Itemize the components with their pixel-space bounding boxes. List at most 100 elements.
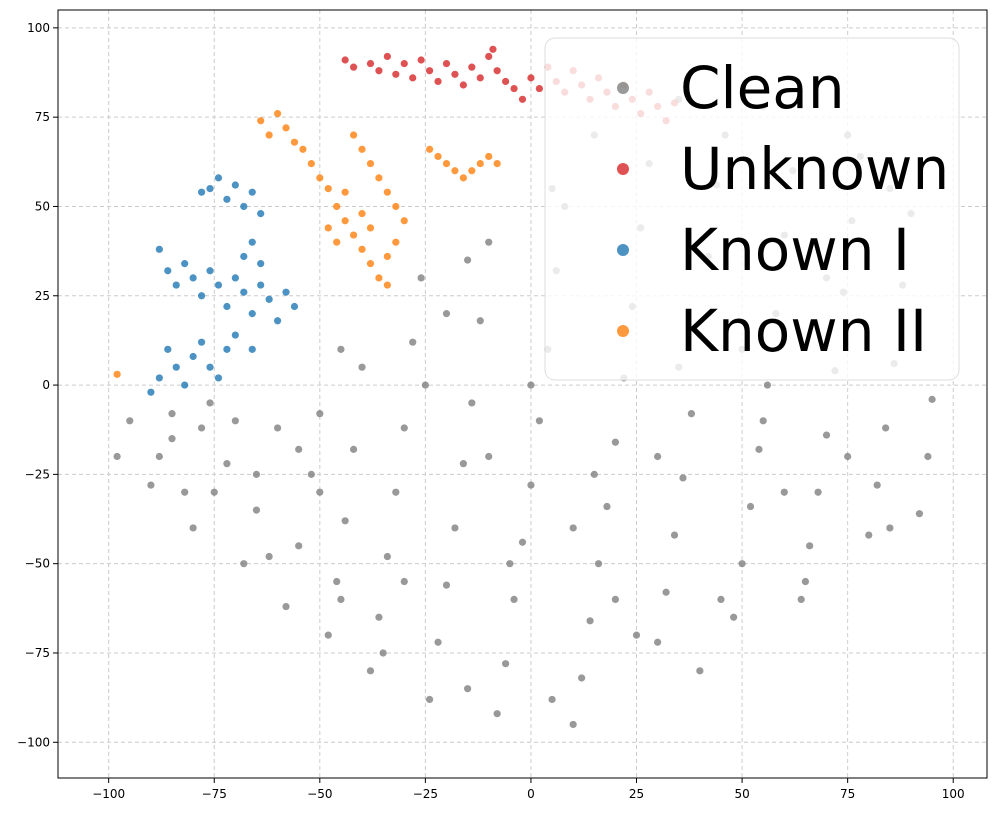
y-tick-label: −50 bbox=[25, 557, 50, 571]
data-point bbox=[763, 381, 772, 389]
data-point bbox=[341, 217, 349, 225]
data-point bbox=[337, 345, 345, 353]
data-point bbox=[518, 538, 527, 546]
data-point bbox=[459, 81, 467, 89]
data-point bbox=[485, 238, 493, 246]
data-point bbox=[375, 174, 383, 182]
data-point bbox=[290, 302, 299, 311]
x-tick-label: 75 bbox=[840, 787, 855, 801]
data-point bbox=[257, 260, 265, 268]
data-point bbox=[240, 560, 248, 568]
legend-marker bbox=[617, 163, 629, 175]
legend: Clean Unknown Known I Known II bbox=[544, 37, 960, 381]
data-point bbox=[333, 202, 341, 211]
data-point bbox=[273, 424, 282, 432]
data-point bbox=[252, 506, 261, 514]
data-point bbox=[164, 267, 172, 275]
data-point bbox=[527, 74, 535, 82]
y-tick-label: −100 bbox=[17, 735, 50, 749]
x-tick-label: 0 bbox=[527, 787, 535, 801]
data-point bbox=[459, 174, 467, 182]
data-point bbox=[214, 174, 223, 182]
data-point bbox=[400, 424, 408, 432]
data-point bbox=[307, 160, 315, 168]
x-tick-label: −50 bbox=[307, 787, 332, 801]
data-point bbox=[375, 613, 383, 621]
data-point bbox=[282, 602, 290, 611]
data-point bbox=[797, 595, 805, 603]
data-point bbox=[527, 481, 535, 489]
data-point bbox=[349, 445, 358, 453]
data-point bbox=[594, 560, 603, 568]
data-point bbox=[814, 488, 822, 496]
data-point bbox=[434, 77, 442, 86]
data-point bbox=[206, 399, 214, 407]
data-point bbox=[590, 470, 598, 478]
legend-label: Clean bbox=[680, 54, 845, 122]
data-point bbox=[197, 292, 206, 300]
data-point bbox=[759, 417, 767, 425]
data-point bbox=[366, 59, 375, 68]
data-point bbox=[257, 210, 265, 218]
data-point bbox=[164, 345, 172, 353]
data-point bbox=[366, 224, 375, 232]
data-point bbox=[197, 338, 206, 346]
data-point bbox=[189, 274, 197, 282]
legend-marker bbox=[617, 244, 629, 256]
data-point bbox=[240, 202, 248, 211]
x-tick-label: −100 bbox=[92, 787, 125, 801]
data-point bbox=[755, 445, 763, 453]
data-point bbox=[400, 217, 408, 225]
y-tick-label: −25 bbox=[25, 467, 50, 481]
data-point bbox=[358, 145, 366, 153]
data-point bbox=[915, 510, 924, 518]
x-tick-label: −75 bbox=[202, 787, 227, 801]
data-point bbox=[155, 452, 163, 461]
data-point bbox=[383, 52, 391, 61]
data-point bbox=[113, 452, 121, 461]
data-point bbox=[679, 474, 687, 482]
data-point bbox=[662, 588, 670, 596]
data-point bbox=[223, 195, 231, 203]
data-point bbox=[383, 188, 391, 196]
data-point bbox=[197, 424, 206, 432]
data-point bbox=[210, 488, 218, 496]
data-point bbox=[181, 488, 189, 496]
data-point bbox=[806, 542, 814, 550]
data-point bbox=[569, 720, 577, 729]
data-point bbox=[535, 84, 543, 93]
data-point bbox=[464, 685, 472, 693]
data-point bbox=[214, 374, 223, 382]
data-point bbox=[611, 595, 620, 603]
data-point bbox=[518, 95, 527, 103]
data-point bbox=[548, 695, 556, 704]
data-point bbox=[333, 577, 341, 586]
data-point bbox=[865, 531, 873, 539]
data-point bbox=[273, 109, 282, 118]
data-point bbox=[349, 63, 358, 71]
data-point bbox=[493, 710, 501, 718]
data-point bbox=[476, 317, 484, 325]
data-point bbox=[434, 638, 442, 646]
data-point bbox=[409, 74, 417, 82]
data-point bbox=[181, 381, 189, 389]
y-tick-label: 25 bbox=[35, 289, 50, 303]
data-point bbox=[273, 317, 282, 325]
data-point bbox=[290, 138, 299, 146]
series-known-i bbox=[147, 174, 299, 396]
data-point bbox=[654, 638, 662, 646]
data-point bbox=[299, 145, 307, 153]
data-point bbox=[147, 481, 155, 489]
data-point bbox=[928, 395, 936, 403]
data-point bbox=[248, 345, 256, 353]
data-point bbox=[214, 281, 223, 289]
data-point bbox=[383, 252, 391, 261]
legend-box bbox=[544, 37, 960, 381]
x-tick-label: 50 bbox=[734, 787, 749, 801]
data-point bbox=[687, 410, 696, 418]
data-point bbox=[379, 649, 387, 657]
data-point bbox=[197, 188, 206, 196]
data-point bbox=[248, 188, 256, 196]
data-point bbox=[172, 363, 180, 371]
data-point bbox=[358, 210, 366, 218]
